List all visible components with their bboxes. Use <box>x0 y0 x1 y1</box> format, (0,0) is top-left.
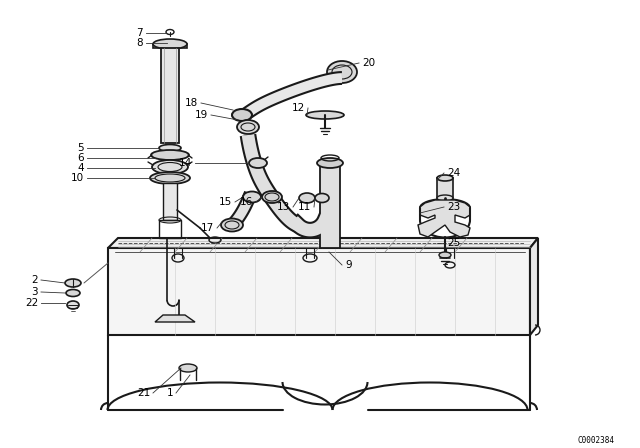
Text: 17: 17 <box>201 223 214 233</box>
Text: 19: 19 <box>195 110 208 120</box>
Ellipse shape <box>237 120 259 134</box>
Ellipse shape <box>179 364 197 372</box>
Text: 20: 20 <box>362 58 375 68</box>
Ellipse shape <box>327 61 357 83</box>
Ellipse shape <box>150 172 190 184</box>
Polygon shape <box>153 44 187 48</box>
Polygon shape <box>155 315 195 322</box>
Ellipse shape <box>306 111 344 119</box>
Ellipse shape <box>151 150 189 160</box>
Text: 12: 12 <box>292 103 305 113</box>
Text: 25: 25 <box>447 238 460 248</box>
Text: 5: 5 <box>77 143 84 153</box>
Polygon shape <box>108 248 530 335</box>
Ellipse shape <box>152 160 188 174</box>
Ellipse shape <box>249 158 267 168</box>
Text: 8: 8 <box>136 38 143 48</box>
Polygon shape <box>320 165 340 248</box>
Text: 1: 1 <box>166 388 173 398</box>
Ellipse shape <box>299 193 315 203</box>
Polygon shape <box>108 238 538 248</box>
Ellipse shape <box>317 158 343 168</box>
Ellipse shape <box>437 195 453 201</box>
Ellipse shape <box>243 191 261 202</box>
Ellipse shape <box>439 252 451 258</box>
Text: 2: 2 <box>31 275 38 285</box>
Ellipse shape <box>153 39 187 49</box>
Text: 24: 24 <box>447 168 460 178</box>
Ellipse shape <box>65 279 81 287</box>
Text: 15: 15 <box>219 197 232 207</box>
Ellipse shape <box>159 145 181 151</box>
Polygon shape <box>163 183 177 220</box>
Text: C0002384: C0002384 <box>578 435 615 444</box>
Text: 18: 18 <box>185 98 198 108</box>
Polygon shape <box>161 48 179 143</box>
Text: 23: 23 <box>447 202 460 212</box>
Text: 9: 9 <box>345 260 351 270</box>
Polygon shape <box>437 178 453 198</box>
Text: 11: 11 <box>298 202 311 212</box>
Text: 10: 10 <box>71 173 84 183</box>
Text: 22: 22 <box>25 298 38 308</box>
Text: 7: 7 <box>136 28 143 38</box>
Ellipse shape <box>440 215 450 220</box>
Ellipse shape <box>315 194 329 202</box>
Ellipse shape <box>66 289 80 297</box>
Text: 6: 6 <box>77 153 84 163</box>
Polygon shape <box>418 200 470 237</box>
Ellipse shape <box>67 301 79 309</box>
Polygon shape <box>530 238 538 335</box>
Text: 3: 3 <box>31 287 38 297</box>
Text: 21: 21 <box>137 388 150 398</box>
Text: 13: 13 <box>276 202 290 212</box>
Text: 4: 4 <box>77 163 84 173</box>
Text: 16: 16 <box>240 197 253 207</box>
Ellipse shape <box>437 175 453 181</box>
Ellipse shape <box>262 191 282 203</box>
Ellipse shape <box>232 109 252 121</box>
Ellipse shape <box>221 219 243 232</box>
Text: 14: 14 <box>179 158 192 168</box>
